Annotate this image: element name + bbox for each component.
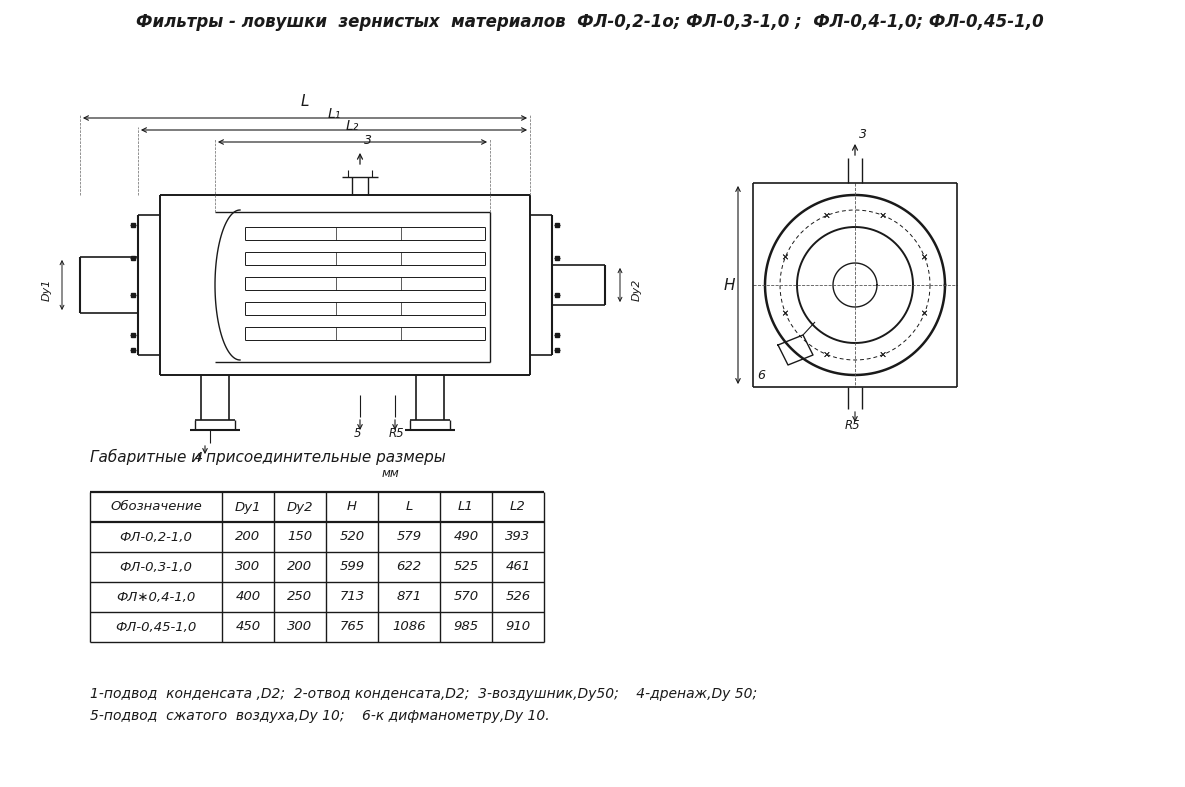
Text: 450: 450 [236,620,261,634]
Text: Dy2: Dy2 [632,279,642,301]
Text: 5-подвод  сжатого  воздуха,Dy 10;    6-к дифманометру,Dy 10.: 5-подвод сжатого воздуха,Dy 10; 6-к дифм… [90,709,550,723]
Text: ФЛ∗0,4-1,0: ФЛ∗0,4-1,0 [116,590,196,604]
Text: Dy1: Dy1 [235,501,261,513]
Text: 393: 393 [506,530,531,544]
Text: 300: 300 [288,620,313,634]
Text: 579: 579 [397,530,422,544]
Text: L₂: L₂ [346,119,359,133]
Text: 525: 525 [454,560,479,574]
Text: ФЛ-0,45-1,0: ФЛ-0,45-1,0 [115,620,197,634]
Text: 765: 765 [339,620,365,634]
Text: 5: 5 [354,427,361,440]
Text: L2: L2 [510,501,526,513]
Text: Фильтры - ловушки  зернистых  материалов  ФЛ-0,2-1о; ФЛ-0,3-1,0 ;  ФЛ-0,4-1,0; Ф: Фильтры - ловушки зернистых материалов Ф… [136,13,1044,31]
Text: 300: 300 [236,560,261,574]
Text: 150: 150 [288,530,313,544]
Text: 6: 6 [757,369,766,382]
Text: L: L [301,94,309,109]
Text: H: H [347,501,357,513]
Text: 985: 985 [454,620,479,634]
Text: L: L [405,501,412,513]
Text: Dy1: Dy1 [41,279,52,301]
Text: 200: 200 [288,560,313,574]
Text: 3: 3 [364,134,372,147]
Text: 3: 3 [859,128,867,141]
Text: мм: мм [382,467,399,480]
Text: ФЛ-0,2-1,0: ФЛ-0,2-1,0 [120,530,192,544]
Text: 910: 910 [506,620,531,634]
Text: L₁: L₁ [327,107,341,121]
Text: 250: 250 [288,590,313,604]
Text: H: H [724,278,735,293]
Text: R5: R5 [389,427,404,440]
Text: L1: L1 [459,501,474,513]
Text: Обозначение: Обозначение [110,501,201,513]
Text: 570: 570 [454,590,479,604]
Text: 599: 599 [339,560,365,574]
Text: 200: 200 [236,530,261,544]
Text: 871: 871 [397,590,422,604]
Text: 490: 490 [454,530,479,544]
Text: 713: 713 [339,590,365,604]
Text: Габаритные и присоединительные размеры: Габаритные и присоединительные размеры [90,449,446,465]
Text: 461: 461 [506,560,531,574]
Text: 4: 4 [196,451,203,464]
Text: 1-подвод  конденсата ,D2;  2-отвод конденсата,D2;  3-воздушник,Dy50;    4-дренаж: 1-подвод конденсата ,D2; 2-отвод конденс… [90,687,757,701]
Text: 1086: 1086 [392,620,425,634]
Text: 526: 526 [506,590,531,604]
Text: 622: 622 [397,560,422,574]
Text: R5: R5 [845,419,860,432]
Text: Dy2: Dy2 [287,501,313,513]
Text: ФЛ-0,3-1,0: ФЛ-0,3-1,0 [120,560,192,574]
Text: 400: 400 [236,590,261,604]
Text: 520: 520 [339,530,365,544]
